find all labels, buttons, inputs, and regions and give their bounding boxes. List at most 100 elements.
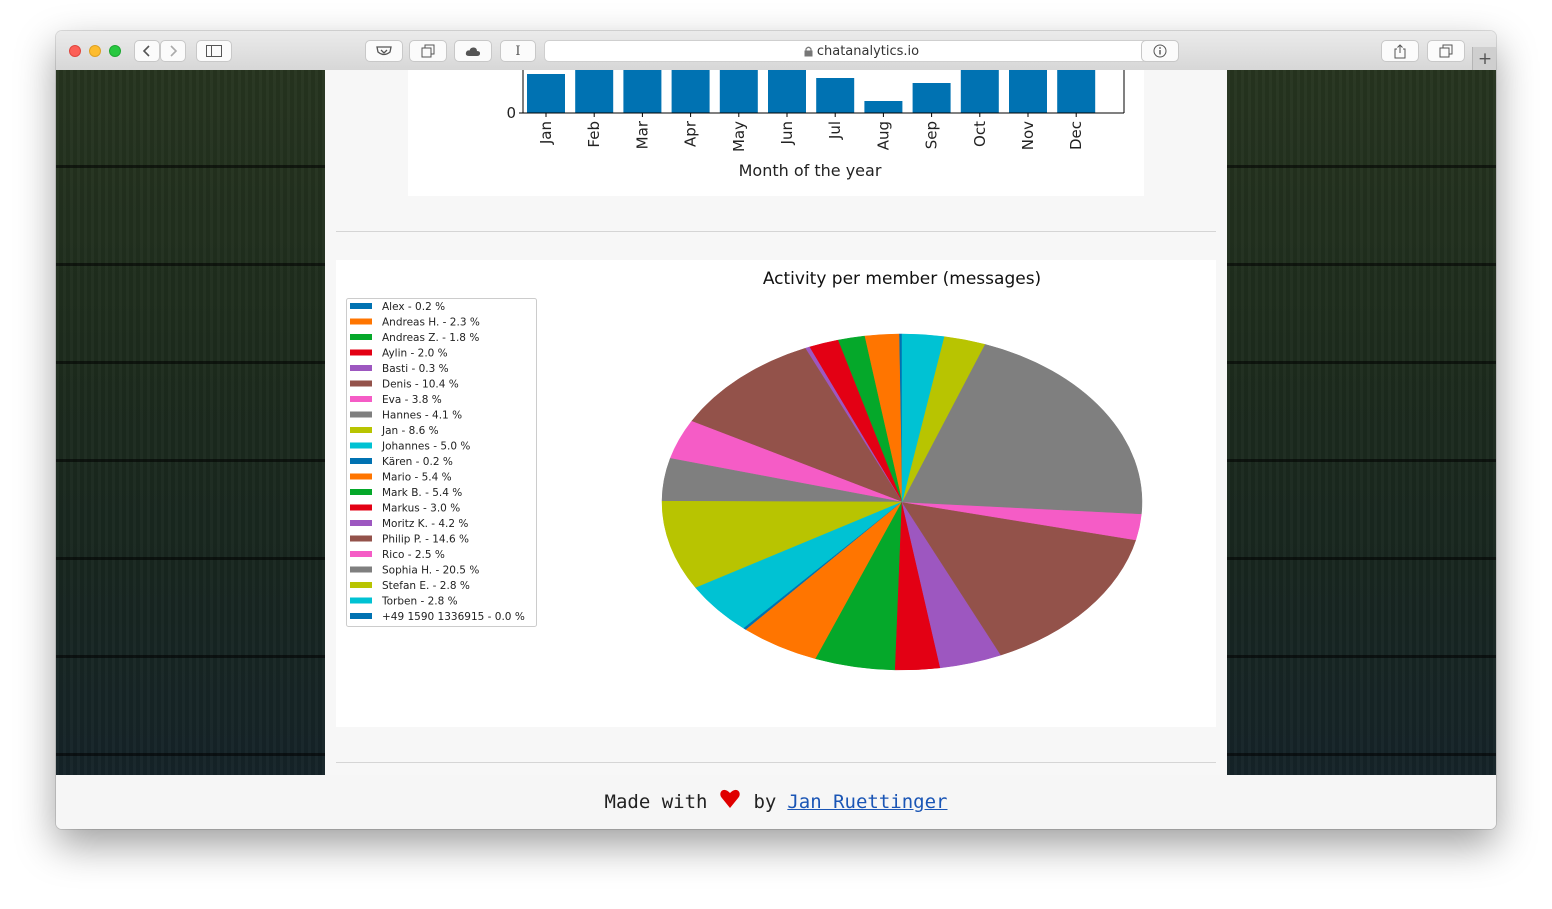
- chevron-left-icon: [142, 45, 150, 57]
- x-tick-label: Apr: [682, 120, 700, 147]
- x-tick-label: Dec: [1067, 121, 1085, 150]
- minimize-window-button[interactable]: [89, 45, 101, 57]
- bar-jul: [816, 78, 855, 113]
- legend-swatch: [350, 349, 372, 356]
- legend-label: Basti - 0.3 %: [382, 363, 449, 375]
- x-tick-label: Feb: [585, 121, 603, 148]
- legend-label: Stefan E. - 2.8 %: [382, 580, 470, 592]
- pie-slice: [901, 333, 945, 503]
- legend-label: Torben - 2.8 %: [381, 596, 458, 608]
- legend-swatch: [350, 520, 372, 526]
- x-axis-label: Month of the year: [739, 161, 882, 180]
- address-bar[interactable]: chatanalytics.io: [544, 40, 1179, 62]
- pie-slice: [901, 344, 1143, 515]
- copy-icon: [421, 44, 435, 58]
- back-button[interactable]: [134, 40, 160, 62]
- bar-apr: [671, 70, 710, 113]
- author-link[interactable]: Jan Ruettinger: [787, 791, 948, 813]
- bar-feb: [575, 70, 614, 113]
- pie-slice: [691, 347, 903, 503]
- bar-nov: [1009, 70, 1047, 113]
- page-footer: Made with by Jan Ruettinger: [56, 775, 1496, 829]
- legend-label: Eva - 3.8 %: [382, 394, 442, 406]
- share-button[interactable]: [1381, 40, 1419, 62]
- legend-label: Alex - 0.2 %: [382, 301, 445, 313]
- reader-button[interactable]: I: [500, 40, 536, 62]
- info-button[interactable]: [1141, 40, 1179, 62]
- pie-slice: [901, 501, 1137, 656]
- legend-swatch: [350, 396, 372, 402]
- forward-button[interactable]: [160, 40, 186, 62]
- page-viewport[interactable]: 0 Jan Feb Mar Apr May Jun Jul Aug Sep Oct Nov Dec M…: [56, 70, 1496, 775]
- bar-jan: [527, 74, 565, 113]
- bar-mar: [623, 70, 662, 113]
- legend-label: Jan - 8.6 %: [381, 425, 439, 437]
- zoom-window-button[interactable]: [109, 45, 121, 57]
- monthly-activity-chart: 0 Jan Feb Mar Apr May Jun Jul Aug Sep Oct Nov Dec M…: [408, 70, 1144, 196]
- wood-background-left: [56, 70, 325, 775]
- info-icon: [1153, 44, 1167, 58]
- pie-chart: Activity per member (messages) Alex - 0.…: [346, 269, 1143, 671]
- bar-sep: [912, 83, 951, 113]
- legend-swatch: [350, 597, 372, 604]
- legend-label: Aylin - 2.0 %: [382, 348, 448, 360]
- section-divider-bottom: [336, 762, 1216, 763]
- close-window-button[interactable]: [69, 45, 81, 57]
- x-tick-label: Jan: [537, 121, 555, 145]
- x-tick-label: Mar: [633, 120, 651, 149]
- cloud-button[interactable]: [454, 40, 492, 62]
- legend-swatch: [350, 380, 372, 387]
- sidebar-icon: [206, 45, 222, 57]
- browser-window: I chatanalytics.io +: [56, 31, 1496, 829]
- sidebar-toggle-button[interactable]: [196, 40, 232, 62]
- browser-toolbar: I chatanalytics.io +: [56, 31, 1496, 71]
- new-tab-button[interactable]: +: [1472, 47, 1496, 70]
- bar-dec: [1057, 70, 1096, 113]
- legend-label: +49 1590 1336915 - 0.0 %: [382, 611, 525, 623]
- legend-swatch: [350, 566, 372, 573]
- legend-label: Moritz K. - 4.2 %: [382, 518, 468, 530]
- legend-box: [346, 298, 537, 627]
- bar-jun: [768, 70, 806, 113]
- x-tick-label: Jul: [826, 121, 844, 140]
- legend-label: Sophia H. - 20.5 %: [382, 565, 479, 577]
- chevron-right-icon: [170, 45, 178, 57]
- footer-by: by: [753, 791, 777, 813]
- monthly-bar-chart: 0 Jan Feb Mar Apr May Jun Jul Aug Sep Oct Nov Dec M…: [506, 70, 1125, 180]
- legend-swatch: [350, 551, 372, 557]
- pocket-button[interactable]: [365, 40, 403, 62]
- legend-swatch: [350, 303, 372, 309]
- x-tick-label: Aug: [874, 121, 892, 150]
- bar-aug: [864, 101, 903, 113]
- x-tick-label: Oct: [971, 121, 989, 147]
- wood-background-right: [1227, 70, 1496, 775]
- legend-swatch: [350, 411, 372, 418]
- show-tabs-button[interactable]: [1427, 40, 1465, 62]
- member-activity-chart: Activity per member (messages) Alex - 0.…: [336, 260, 1216, 727]
- legend-label: Mark B. - 5.4 %: [382, 487, 462, 499]
- lock-icon: [804, 46, 813, 56]
- legend-swatch: [350, 427, 372, 433]
- legend-label: Mario - 5.4 %: [382, 472, 452, 484]
- legend-label: Rico - 2.5 %: [382, 549, 445, 561]
- legend-swatch: [350, 535, 372, 542]
- y-tick-label: 0: [506, 104, 516, 122]
- legend-label: Hannes - 4.1 %: [382, 410, 462, 422]
- footer-made-with: Made with: [604, 791, 708, 813]
- legend-swatch: [350, 318, 372, 325]
- legend-label: Kären - 0.2 %: [382, 456, 453, 468]
- bar-oct: [960, 70, 999, 113]
- tabs-overview-button[interactable]: [409, 40, 447, 62]
- legend-label: Philip P. - 14.6 %: [382, 534, 469, 546]
- cloud-icon: [465, 46, 481, 56]
- bar-may: [719, 70, 758, 113]
- legend-swatch: [350, 504, 372, 511]
- legend-swatch: [350, 365, 372, 371]
- legend-swatch: [350, 582, 372, 588]
- heart-icon: [720, 789, 741, 808]
- legend-swatch: [350, 334, 372, 340]
- x-tick-label: Jun: [778, 121, 796, 145]
- legend-swatch: [350, 458, 372, 464]
- pocket-icon: [376, 46, 392, 56]
- plus-icon: +: [1477, 48, 1493, 69]
